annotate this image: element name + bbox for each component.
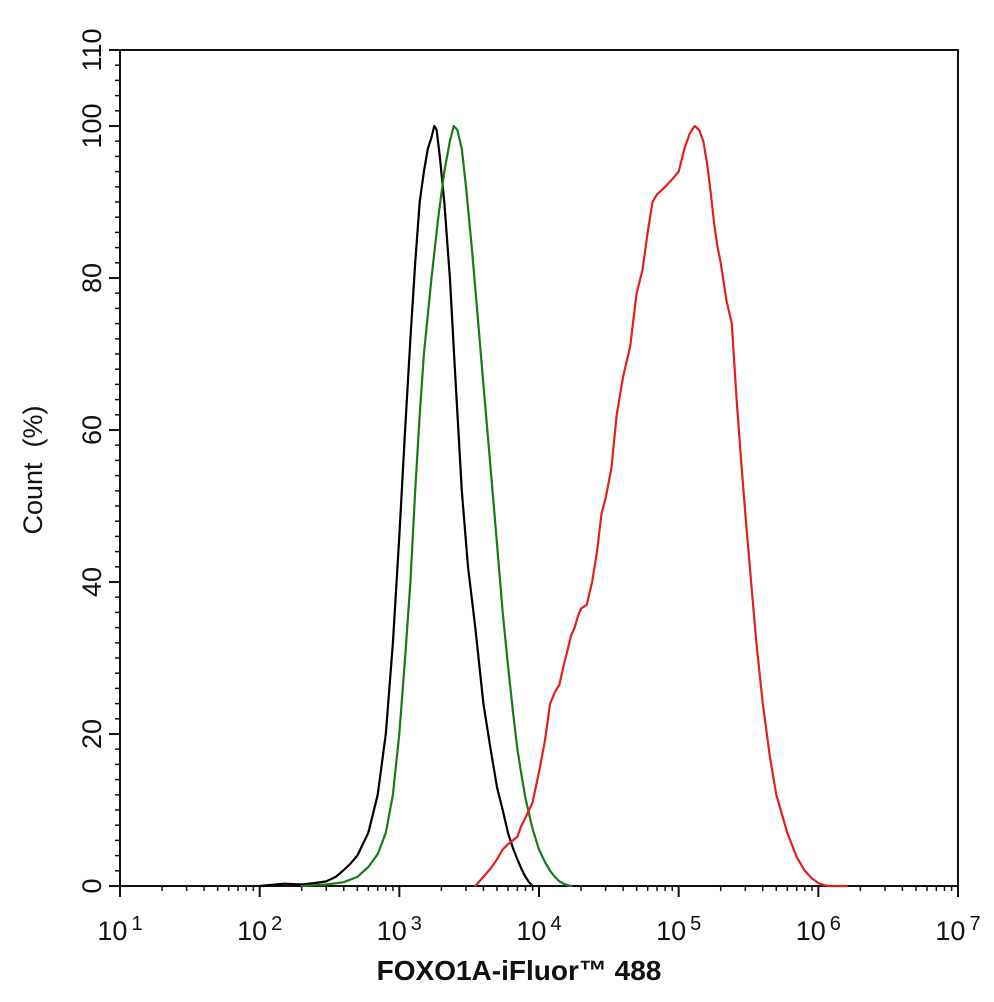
x-axis-title: FOXO1A-iFluor™ 488	[377, 955, 662, 986]
y-tick-label: 0	[77, 878, 107, 893]
series-line-3	[474, 124, 848, 888]
y-tick-label: 100	[77, 103, 107, 148]
y-tick-label: 80	[77, 263, 107, 293]
x-tick-base: 10	[935, 916, 965, 946]
x-tick-exponent: 1	[131, 913, 142, 935]
series-group	[258, 124, 848, 888]
x-tick-label: 10 5	[656, 913, 701, 946]
x-tick-base: 10	[97, 916, 127, 946]
x-tick-base: 10	[237, 916, 267, 946]
y-tick-label: 110	[77, 28, 107, 71]
x-tick-label: 10 3	[377, 913, 422, 946]
x-tick-label: 10 6	[796, 913, 841, 946]
x-tick-exponent: 3	[411, 913, 422, 935]
y-axis-title: Count (%)	[18, 405, 48, 534]
x-tick-base: 10	[796, 916, 826, 946]
x-tick-label: 10 1	[97, 913, 142, 946]
x-axis: 10 1 10 2 10 3 10 4 10 5 10 6 10 7	[97, 886, 981, 946]
x-tick-label: 10 4	[516, 913, 561, 946]
y-tick-label: 20	[77, 719, 107, 749]
x-tick-exponent: 7	[969, 913, 980, 935]
x-tick-label: 10 2	[237, 913, 282, 946]
series-line-2	[300, 124, 573, 888]
x-tick-label: 10 7	[935, 913, 980, 946]
series-line-1	[258, 124, 534, 888]
plot-frame	[119, 49, 959, 887]
x-tick-exponent: 6	[830, 913, 841, 935]
x-tick-base: 10	[377, 916, 407, 946]
x-tick-exponent: 2	[271, 913, 282, 935]
y-tick-label: 60	[77, 415, 107, 445]
x-tick-base: 10	[516, 916, 546, 946]
x-tick-base: 10	[656, 916, 686, 946]
y-tick-label: 40	[77, 567, 107, 597]
x-tick-exponent: 5	[690, 913, 701, 935]
x-tick-exponent: 4	[550, 913, 561, 935]
y-axis: 0 20 40 60 80 100 110	[77, 28, 120, 894]
